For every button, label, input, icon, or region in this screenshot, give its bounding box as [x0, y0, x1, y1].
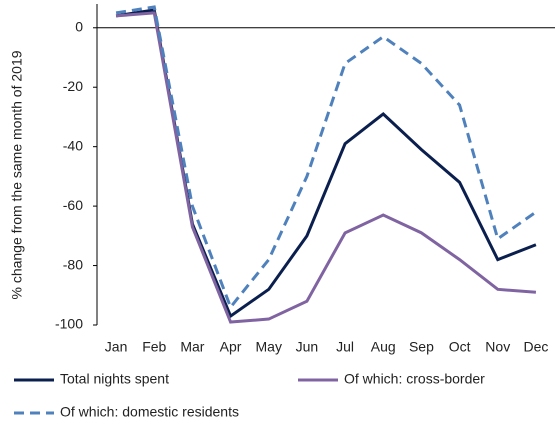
- series-line: [115, 5, 537, 311]
- legend-label: Of which: domestic residents: [60, 404, 239, 420]
- x-tick-label: Nov: [485, 339, 510, 355]
- y-axis-label: % change from the same month of 2019: [9, 50, 25, 299]
- x-tick-label: Mar: [180, 339, 204, 355]
- legend-label: Of which: cross-border: [344, 371, 485, 387]
- x-tick-label: Feb: [142, 339, 166, 355]
- series-line: [115, 11, 537, 324]
- y-tick-label: 0: [75, 18, 83, 34]
- y-tick-label: -20: [63, 78, 83, 94]
- x-tick-label: May: [256, 339, 282, 355]
- legend-label: Total nights spent: [60, 371, 169, 387]
- x-tick-label: Apr: [220, 339, 242, 355]
- x-tick-label: Jul: [336, 339, 354, 355]
- y-tick-label: -100: [55, 316, 83, 332]
- x-tick-label: Dec: [523, 339, 548, 355]
- y-tick-label: -40: [63, 137, 83, 153]
- x-tick-label: Oct: [449, 339, 471, 355]
- x-tick-label: Jun: [296, 339, 319, 355]
- x-tick-label: Sep: [409, 339, 434, 355]
- y-tick-label: -80: [63, 256, 83, 272]
- x-tick-label: Aug: [371, 339, 396, 355]
- x-tick-label: Jan: [105, 339, 128, 355]
- y-tick-label: -60: [63, 197, 83, 213]
